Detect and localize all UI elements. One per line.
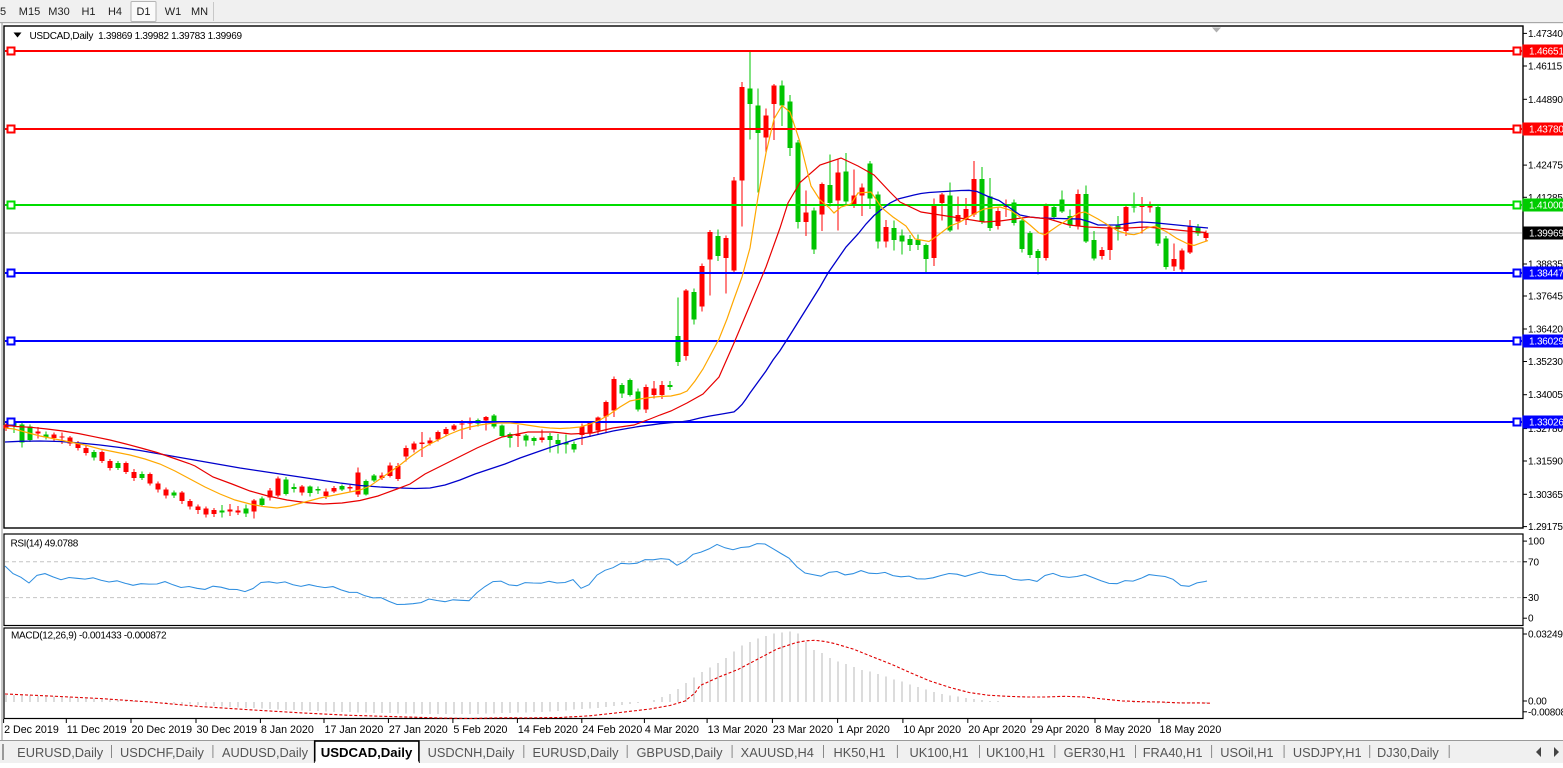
svg-text:13 Mar 2020: 13 Mar 2020 [708, 724, 768, 736]
svg-text:4 Mar 2020: 4 Mar 2020 [645, 724, 699, 736]
svg-text:UK100,H1: UK100,H1 [986, 745, 1045, 760]
svg-text:20 Apr 2020: 20 Apr 2020 [968, 724, 1026, 736]
svg-text:5 Feb 2020: 5 Feb 2020 [453, 724, 507, 736]
svg-text:0: 0 [1528, 614, 1534, 625]
svg-text:USDCHF,Daily: USDCHF,Daily [120, 745, 204, 760]
svg-text:100: 100 [1528, 537, 1545, 548]
svg-text:1.35230: 1.35230 [1528, 357, 1563, 368]
svg-text:FRA40,H1: FRA40,H1 [1143, 745, 1203, 760]
svg-text:1.36029: 1.36029 [1529, 337, 1563, 348]
svg-text:1.33026: 1.33026 [1529, 418, 1563, 429]
svg-text:8 May 2020: 8 May 2020 [1096, 724, 1152, 736]
svg-text:1.39969: 1.39969 [1529, 229, 1563, 240]
svg-text:RSI(14) 49.0788: RSI(14) 49.0788 [11, 539, 79, 550]
svg-text:W1: W1 [165, 6, 182, 18]
svg-text:1.37645: 1.37645 [1528, 292, 1563, 303]
svg-text:11 Dec 2019: 11 Dec 2019 [67, 724, 127, 736]
svg-text:30: 30 [1528, 593, 1540, 604]
svg-text:1.31590: 1.31590 [1528, 457, 1563, 468]
svg-text:0.00: 0.00 [1528, 697, 1547, 708]
svg-text:GBPUSD,Daily: GBPUSD,Daily [636, 745, 723, 760]
svg-text:USDJPY,H1: USDJPY,H1 [1293, 745, 1362, 760]
svg-text:20 Dec 2019: 20 Dec 2019 [132, 724, 193, 736]
svg-text:M30: M30 [48, 6, 69, 18]
svg-text:MACD(12,26,9) -0.001433 -0.000: MACD(12,26,9) -0.001433 -0.000872 [11, 630, 167, 641]
svg-text:USOil,H1: USOil,H1 [1220, 745, 1273, 760]
svg-text:USDCAD,Daily: USDCAD,Daily [321, 745, 413, 760]
svg-text:H1: H1 [81, 6, 95, 18]
svg-text:1.41000: 1.41000 [1529, 201, 1563, 212]
svg-text:1.43780: 1.43780 [1529, 125, 1563, 136]
svg-text:EURUSD,Daily: EURUSD,Daily [532, 745, 619, 760]
svg-text:XAUUSD,H4: XAUUSD,H4 [741, 745, 814, 760]
svg-text:HK50,H1: HK50,H1 [834, 745, 886, 760]
svg-text:DJ30,Daily: DJ30,Daily [1377, 745, 1439, 760]
svg-text:USDCNH,Daily: USDCNH,Daily [428, 745, 515, 760]
svg-text:18 May 2020: 18 May 2020 [1160, 724, 1222, 736]
svg-text:1.46651: 1.46651 [1529, 47, 1563, 58]
svg-text:1.38447: 1.38447 [1529, 269, 1563, 280]
svg-text:30 Dec 2019: 30 Dec 2019 [197, 724, 258, 736]
svg-text:17 Jan 2020: 17 Jan 2020 [325, 724, 384, 736]
svg-text:-0.008086: -0.008086 [1528, 707, 1563, 718]
svg-text:27 Jan 2020: 27 Jan 2020 [389, 724, 448, 736]
svg-text:1 Apr 2020: 1 Apr 2020 [838, 724, 890, 736]
svg-text:EURUSD,Daily: EURUSD,Daily [17, 745, 104, 760]
svg-text:23 Mar 2020: 23 Mar 2020 [773, 724, 833, 736]
svg-text:1.30365: 1.30365 [1528, 490, 1563, 501]
svg-text:AUDUSD,Daily: AUDUSD,Daily [222, 745, 309, 760]
svg-text:1.29175: 1.29175 [1528, 522, 1563, 533]
svg-text:1.44890: 1.44890 [1528, 95, 1563, 106]
svg-text:GER30,H1: GER30,H1 [1064, 745, 1126, 760]
svg-text:14 Feb 2020: 14 Feb 2020 [518, 724, 578, 736]
svg-text:2 Dec 2019: 2 Dec 2019 [4, 724, 59, 736]
svg-text:1.34005: 1.34005 [1528, 390, 1563, 401]
svg-text:H4: H4 [108, 6, 122, 18]
svg-text:0.032493: 0.032493 [1528, 630, 1563, 641]
svg-text:10 Apr 2020: 10 Apr 2020 [903, 724, 961, 736]
svg-text:29 Apr 2020: 29 Apr 2020 [1032, 724, 1090, 736]
svg-text:M15: M15 [19, 6, 40, 18]
svg-text:1.36420: 1.36420 [1528, 325, 1563, 336]
svg-text:1.46115: 1.46115 [1528, 62, 1563, 73]
svg-text:70: 70 [1528, 557, 1540, 568]
svg-text:24 Feb 2020: 24 Feb 2020 [582, 724, 642, 736]
svg-text:UK100,H1: UK100,H1 [909, 745, 968, 760]
svg-text:8 Jan 2020: 8 Jan 2020 [261, 724, 314, 736]
svg-text:USDCAD,Daily 1.39869 1.39982: USDCAD,Daily 1.39869 1.39982 1.39783 1.3… [30, 31, 243, 42]
svg-text:1.42475: 1.42475 [1528, 161, 1563, 172]
svg-text:1.47340: 1.47340 [1528, 29, 1563, 40]
svg-text:5: 5 [0, 6, 6, 18]
svg-text:D1: D1 [136, 6, 150, 18]
svg-text:MN: MN [191, 6, 208, 18]
